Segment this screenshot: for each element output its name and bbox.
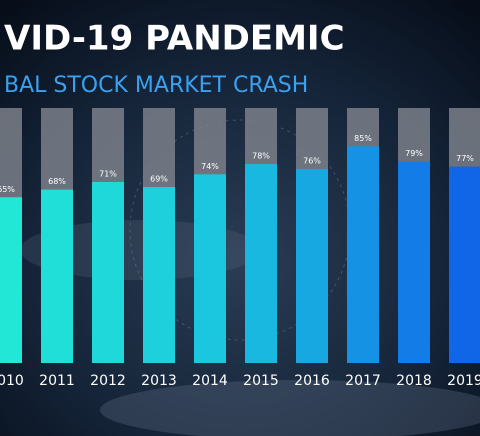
data-label: 69% (150, 175, 168, 184)
bar (143, 187, 175, 363)
bar (398, 161, 430, 363)
x-tick-label: 2013 (141, 373, 177, 389)
x-tick-label: 2018 (396, 373, 432, 389)
x-tick-label: 2016 (294, 373, 330, 389)
bar (296, 169, 328, 363)
x-tick-label: 2017 (345, 373, 381, 389)
data-label: 79% (405, 149, 423, 158)
cloud (100, 380, 480, 436)
data-label: 76% (303, 157, 321, 166)
plot: 65% 2010 68% 2011 71% 2012 69% 2013 74% 2014 78% 20… (0, 108, 480, 389)
bar (0, 197, 22, 363)
bar (41, 189, 73, 363)
data-label: 78% (252, 152, 270, 161)
x-tick-label: 2011 (39, 373, 75, 389)
x-tick-label: 2012 (90, 373, 126, 389)
chart-title: VID-19 PANDEMIC (4, 19, 345, 59)
data-label: 65% (0, 185, 15, 194)
bar (245, 164, 277, 363)
x-tick-label: 2014 (192, 373, 228, 389)
bar (92, 181, 124, 363)
x-tick-label: 2015 (243, 373, 279, 389)
data-label: 68% (48, 177, 66, 186)
x-tick-label: 2010 (0, 373, 24, 389)
data-label: 74% (201, 162, 219, 171)
chart-subtitle: BAL STOCK MARKET CRASH (4, 73, 308, 98)
data-label: 77% (456, 154, 474, 163)
data-label: 71% (99, 169, 117, 178)
bar (449, 166, 480, 363)
x-tick-label: 2019 (447, 373, 480, 389)
bar (347, 146, 379, 363)
data-label: 85% (354, 134, 372, 143)
bar (194, 174, 226, 363)
